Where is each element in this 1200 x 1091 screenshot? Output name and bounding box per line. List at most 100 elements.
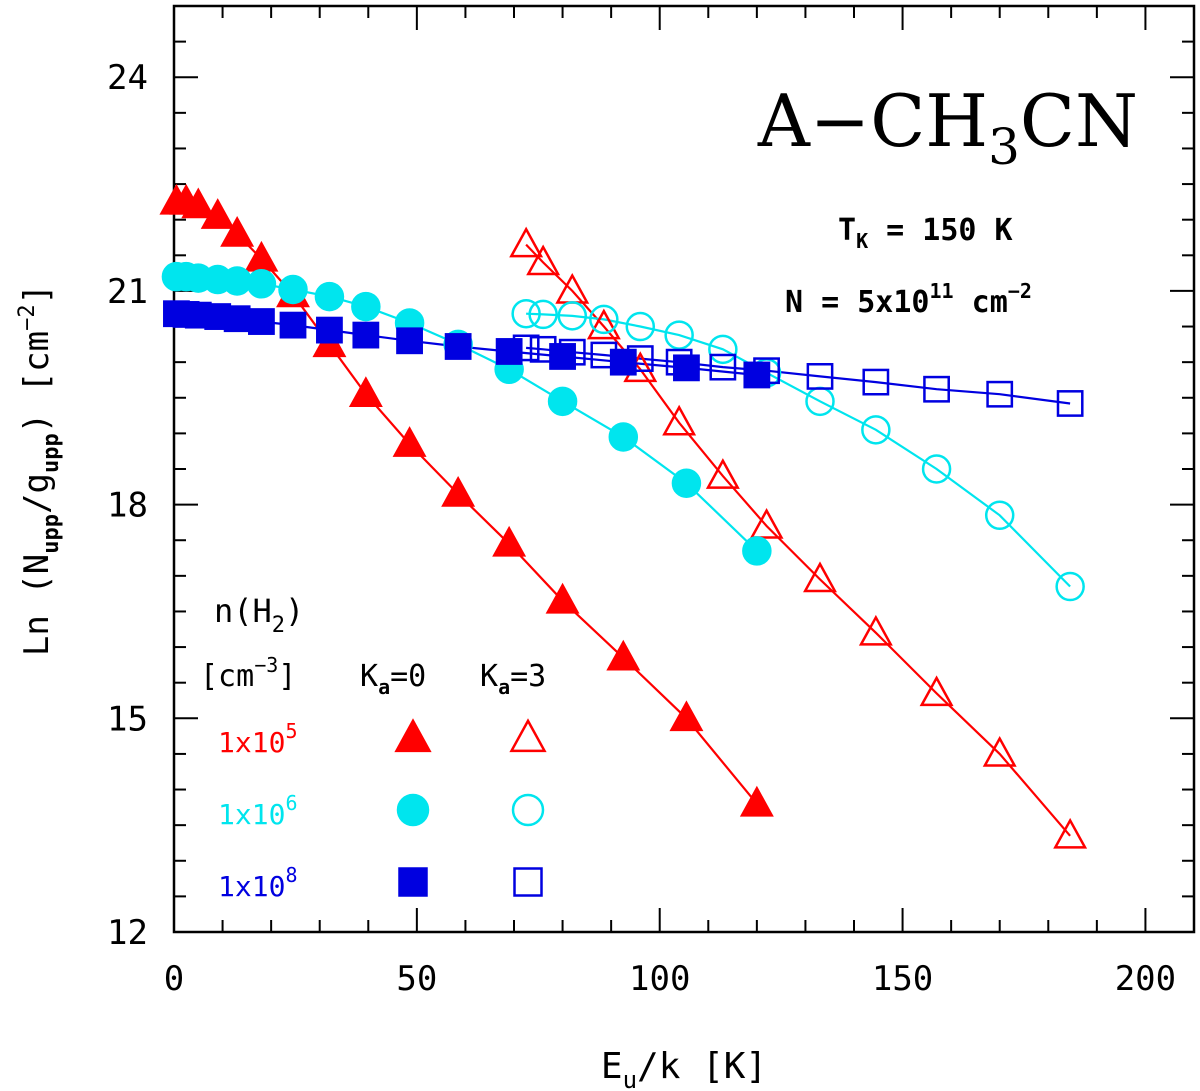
x-tick-label: 0 [164,959,184,999]
data-point-triangle [526,244,561,276]
y-tick-labels: 12 15 18 21 24 [107,58,148,953]
annotation-kinetic-temperature: TK = 150 K [838,213,1013,253]
data-point-circle [351,291,381,322]
data-point-circle [589,304,619,335]
data-point-circle [547,386,578,417]
legend-marker-open-circle [511,793,545,827]
x-tick-label: 150 [872,959,933,999]
data-point-circle [671,468,702,498]
data-point-circle [222,266,252,296]
data-point-square [223,305,251,333]
data-point-square [279,311,307,339]
data-point-triangle [606,639,641,671]
data-point-square [862,368,890,396]
legend-marker-open-triangle [509,718,547,753]
series-line [525,243,1071,837]
data-point-triangle [586,308,621,340]
data-point-triangle [509,226,544,258]
data-point-circle [708,334,738,365]
axis-ticks [173,5,1195,933]
data-point-circle [921,454,952,484]
legend-marker-filled-triangle [394,718,432,753]
y-tick-label: 21 [107,272,148,312]
data-point-triangle [392,426,427,457]
data-point-square [709,353,737,381]
data-point-triangle [705,458,740,489]
legend-marker-filled-square [398,867,428,897]
data-point-square [529,335,557,363]
legend-density-1e5: 1x105 [218,719,297,759]
x-tick-label: 50 [396,959,437,999]
legend-title: n(H2) [214,592,304,638]
legend: n(H2) [cm−3] Ka=0 Ka=3 1x105 1x106 1x108 [200,592,547,903]
data-point-circle [664,320,694,350]
y-tick-label: 12 [107,913,148,953]
data-point-circle [861,415,891,445]
data-point-circle [557,301,588,331]
data-point-square [806,363,834,390]
data-point-square [923,375,950,403]
data-point-circle [742,536,772,566]
data-point-triangle [669,700,704,732]
y-axis-label: Ln (Nupp/gupp) [cm−2] [15,284,64,656]
y-tick-label: 24 [107,58,148,98]
data-point-circle [511,298,541,329]
data-point-triangle [545,582,580,614]
data-point-square [590,341,618,369]
x-axis-label: Eu/k [K] [601,1046,767,1091]
data-point-square [665,348,693,376]
x-tick-labels: 0 50 100 150 200 [164,959,1176,999]
data-point-triangle [441,475,476,507]
data-point-circle [984,500,1015,531]
legend-markers [394,718,547,897]
y-tick-label: 18 [107,486,148,526]
legend-marker-filled-circle [396,793,430,827]
data-point-square [626,345,654,372]
data-point-triangle [919,675,954,707]
data-point-square [986,380,1014,408]
data-point-square [495,338,523,365]
data-point-circle [528,299,558,330]
data-point-triangle [662,404,697,436]
data-point-square [673,354,700,382]
data-point-triangle [348,376,383,408]
legend-density-1e6: 1x106 [218,791,297,831]
y-tick-label: 15 [107,699,148,739]
data-point-triangle [858,614,893,646]
data-point-triangle [1053,817,1088,849]
x-tick-label: 200 [1115,959,1176,999]
data-point-square [1056,390,1084,417]
data-point-triangle [181,187,216,219]
data-point-triangle [803,561,837,593]
legend-density-1e8: 1x108 [218,863,297,903]
data-point-circle [314,281,345,312]
annotation-column-density: N = 5x1011 cm−2 [785,279,1032,320]
data-point-square [316,316,343,344]
legend-unit: [cm−3] [200,653,296,694]
data-point-circle [608,422,639,452]
x-tick-label: 100 [629,959,690,999]
data-point-triangle [220,215,255,247]
data-point-square [558,338,586,366]
legend-col-ka0: Ka=0 [360,659,426,699]
data-point-circle [246,269,277,299]
legend-col-ka3: Ka=3 [480,659,546,699]
data-point-triangle [492,525,527,557]
data-point-circle [625,311,656,342]
series-markers [159,183,1088,849]
data-point-square [753,357,780,385]
data-point-square [352,321,380,349]
data-point-triangle [982,735,1017,767]
data-point-triangle [739,785,774,817]
data-point-square [396,327,423,355]
data-point-square [512,334,540,362]
data-point-circle [278,274,308,305]
data-point-triangle [200,198,235,229]
series-line [526,312,1071,588]
data-point-triangle [749,508,784,539]
data-point-square [248,308,275,335]
data-point-square [444,333,472,360]
data-point-circle [1055,571,1085,602]
chart-title: A−CH3CN [757,79,1138,176]
